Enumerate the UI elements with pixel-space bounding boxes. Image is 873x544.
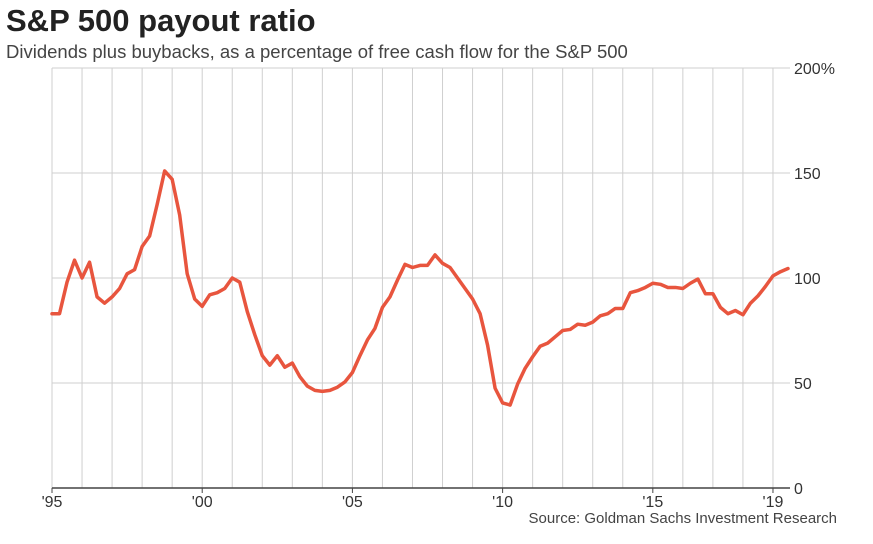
x-tick-label: '05	[342, 494, 363, 511]
x-tick-label: '95	[42, 494, 63, 511]
chart-subtitle: Dividends plus buybacks, as a percentage…	[6, 41, 628, 62]
chart-title: S&P 500 payout ratio	[6, 3, 316, 38]
x-tick-label: '00	[192, 494, 213, 511]
y-tick-label: 200%	[794, 61, 835, 78]
y-tick-label: 50	[794, 376, 812, 393]
y-tick-label: 100	[794, 271, 821, 288]
y-tick-label: 150	[794, 166, 821, 183]
source: Source: Goldman Sachs Investment Researc…	[529, 510, 837, 527]
x-tick-label: '15	[642, 494, 663, 511]
y-tick-label: 0	[794, 481, 803, 498]
x-tick-label: '19	[763, 494, 784, 511]
x-tick-label: '10	[492, 494, 513, 511]
data-line	[50, 169, 790, 407]
